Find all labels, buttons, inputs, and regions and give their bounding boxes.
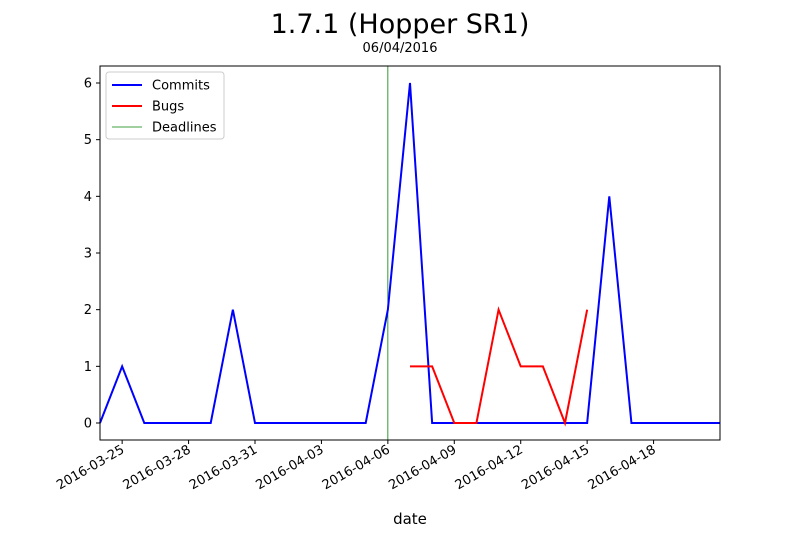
x-tick-label: 2016-03-31 <box>187 442 260 493</box>
x-tick-label: 2016-03-28 <box>121 442 194 493</box>
y-tick-label: 0 <box>84 417 92 432</box>
y-tick-label: 6 <box>84 77 92 92</box>
x-tick-label: 2016-04-06 <box>320 442 393 493</box>
x-tick-label: 2016-04-09 <box>386 442 459 493</box>
y-tick-label: 3 <box>84 247 92 262</box>
x-tick-label: 2016-03-25 <box>54 442 127 493</box>
legend-label: Deadlines <box>152 121 217 136</box>
x-axis: 2016-03-252016-03-282016-03-312016-04-03… <box>54 440 659 493</box>
legend-box <box>105 71 225 140</box>
series-line-commits <box>99 82 720 424</box>
series-line-bugs <box>410 306 589 427</box>
x-axis-label: date <box>393 510 427 528</box>
legend-label: Bugs <box>152 100 184 115</box>
y-axis: 0 1 2 3 4 5 6 <box>84 77 100 432</box>
y-tick-label: 4 <box>84 190 92 205</box>
x-tick-label: 2016-04-03 <box>253 442 326 493</box>
plot-lines <box>99 66 720 440</box>
chart-subtitle: 06/04/2016 <box>363 41 438 56</box>
x-tick-label: 2016-04-15 <box>519 442 592 493</box>
x-tick-label: 2016-04-12 <box>453 442 526 493</box>
legend: Commits Bugs Deadlines <box>105 71 225 140</box>
y-tick-label: 1 <box>84 360 92 375</box>
y-tick-label: 5 <box>84 133 92 148</box>
legend-label: Commits <box>152 79 210 94</box>
chart-title: 1.7.1 (Hopper SR1) <box>271 9 530 40</box>
x-tick-label: 2016-04-18 <box>586 442 659 493</box>
y-tick-label: 2 <box>84 303 92 318</box>
